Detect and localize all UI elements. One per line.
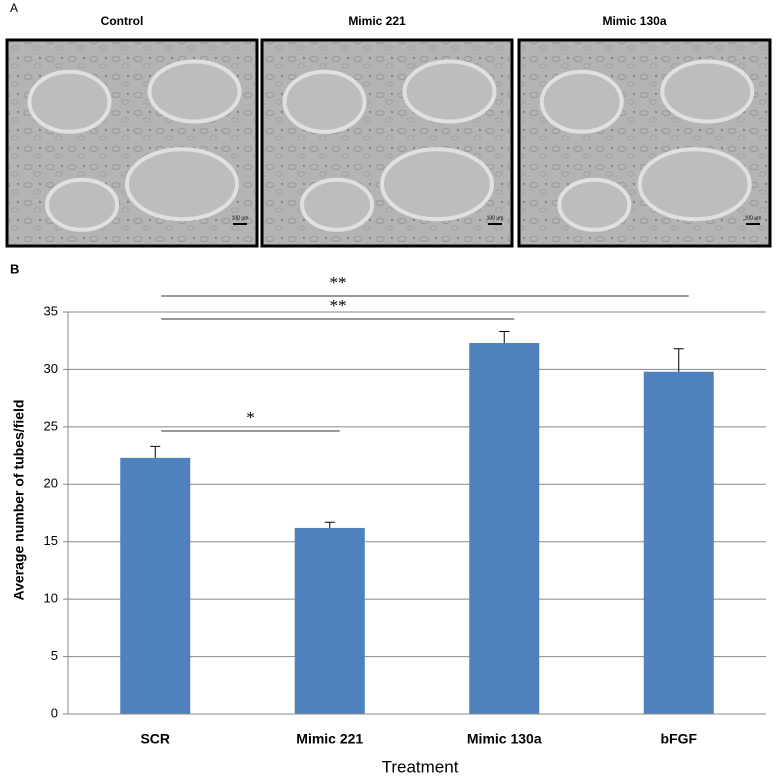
x-axis-label: Treatment xyxy=(382,757,459,776)
error-bar xyxy=(324,521,335,528)
image-title: Control xyxy=(101,14,144,28)
scale-label: 100 µm xyxy=(745,215,762,221)
lumen xyxy=(45,177,119,232)
y-tick-label: 10 xyxy=(44,591,58,606)
image-title: Mimic 130a xyxy=(602,14,666,28)
error-bar xyxy=(499,331,510,344)
x-tick-label: SCR xyxy=(140,731,170,747)
significance-label: ** xyxy=(330,296,347,315)
y-axis-label: Average number of tubes/field xyxy=(11,400,27,601)
y-tick-label: 30 xyxy=(44,361,58,376)
lumen xyxy=(27,69,112,134)
y-tick-label: 25 xyxy=(44,418,58,433)
bar xyxy=(643,371,714,714)
x-tick-label: Mimic 221 xyxy=(296,731,363,747)
x-tick-label: Mimic 130a xyxy=(467,731,542,747)
bar xyxy=(294,527,365,714)
y-tick-label: 0 xyxy=(51,705,58,720)
error-bar xyxy=(150,445,161,458)
lumen xyxy=(282,69,367,134)
error-bar xyxy=(673,348,684,372)
y-tick-label: 20 xyxy=(44,476,58,491)
lumen xyxy=(637,147,752,222)
y-tick-label: 5 xyxy=(51,648,58,663)
lumen xyxy=(557,177,632,232)
panel-label: B xyxy=(10,261,19,276)
scale-label: 100 µm xyxy=(487,215,504,221)
lumen xyxy=(380,147,494,222)
image-title: Mimic 221 xyxy=(348,14,406,28)
y-tick-label: 15 xyxy=(44,533,58,548)
lumen xyxy=(125,147,239,222)
bar xyxy=(120,457,191,714)
significance-label: * xyxy=(246,408,255,427)
lumen xyxy=(147,59,242,124)
lumen xyxy=(660,59,755,124)
significance-label: ** xyxy=(330,273,347,292)
scale-label: 100 µm xyxy=(232,215,249,221)
bar xyxy=(469,343,540,714)
lumen xyxy=(402,59,497,124)
panel-label: A xyxy=(10,1,18,15)
lumen xyxy=(539,69,624,134)
x-tick-label: bFGF xyxy=(660,731,697,747)
lumen xyxy=(300,177,374,232)
y-tick-label: 35 xyxy=(44,303,58,318)
